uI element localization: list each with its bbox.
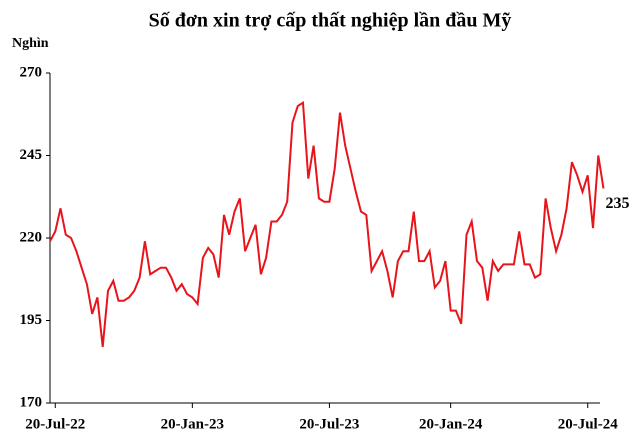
x-tick-label: 20-Jul-23: [299, 416, 359, 432]
x-tick-label: 20-Jul-22: [25, 416, 85, 432]
y-tick-label: 220: [20, 229, 43, 245]
chart-title: Số đơn xin trợ cấp thất nghiệp lần đầu M…: [149, 10, 512, 32]
x-tick-label: 20-Jan-23: [161, 416, 224, 432]
x-tick-label: 20-Jan-24: [419, 416, 483, 432]
last-value-label: 235: [606, 195, 630, 212]
y-tick-label: 195: [20, 312, 43, 328]
y-tick-label: 270: [20, 64, 43, 80]
line: [49, 100, 605, 348]
y-tick-label: 170: [20, 394, 43, 410]
y-tick-label: 245: [20, 147, 43, 163]
y-axis-label: Nghìn: [12, 36, 49, 51]
x-tick-label: 20-Jul-24: [558, 416, 619, 432]
